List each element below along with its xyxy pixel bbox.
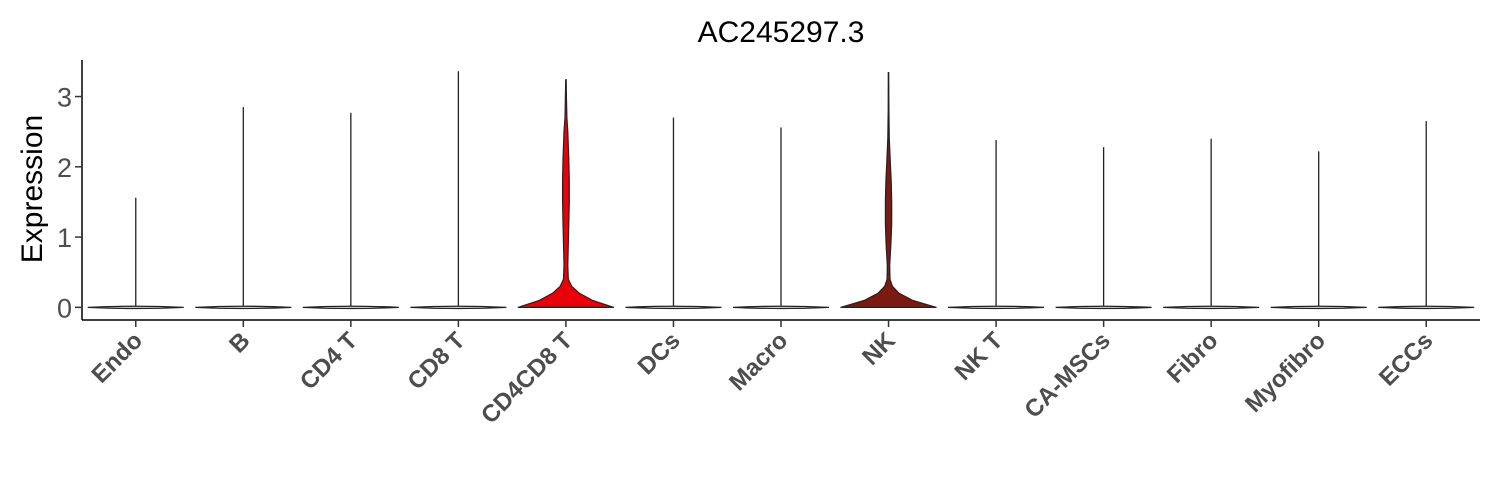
x-tick-label-fibro: Fibro	[1162, 327, 1224, 389]
x-tick-label-macro: Macro	[724, 327, 793, 396]
x-tick-label-endo: Endo	[87, 327, 149, 389]
x-tick-label-cd4cd8-t: CD4CD8 T	[476, 327, 578, 429]
y-tick-label: 2	[57, 153, 72, 183]
violin-fibro	[1163, 305, 1260, 310]
x-tick-label-cd8-t: CD8 T	[403, 327, 471, 395]
violin-nk-t	[948, 305, 1045, 310]
violin-eccs	[1378, 305, 1475, 310]
y-axis-ticks: 0 1 2 3	[57, 83, 82, 323]
x-tick-label-nk-t: NK T	[950, 327, 1009, 386]
violin-cd4-t	[302, 305, 399, 310]
x-tick-label-eccs: ECCs	[1374, 327, 1438, 391]
violin-dcs	[625, 305, 722, 310]
violin-macro	[732, 305, 830, 310]
x-tick-label-nk: NK	[857, 327, 901, 371]
violin-nk	[840, 72, 937, 308]
violin-cd4cd8-t	[517, 79, 615, 308]
x-tick-label-cd4-t: CD4 T	[295, 327, 363, 395]
violin-endo	[87, 305, 184, 310]
x-axis-ticks: Endo B CD4 T CD8 T CD4CD8 T DCs Macro NK NK T CA-…	[87, 320, 1438, 429]
violin-b	[195, 305, 292, 310]
violin-cd8-t	[410, 305, 507, 310]
y-tick-label: 3	[57, 83, 72, 113]
x-tick-label-ca-mscs: CA-MSCs	[1019, 327, 1115, 423]
plot-area	[87, 71, 1475, 310]
y-tick-label: 1	[57, 223, 72, 253]
x-tick-label-dcs: DCs	[633, 327, 686, 380]
chart-title: AC245297.3	[698, 16, 865, 49]
y-axis-label: Expression	[16, 115, 49, 263]
y-tick-label: 0	[57, 293, 72, 323]
x-tick-label-b: B	[224, 327, 255, 358]
violin-myofibro	[1270, 305, 1367, 310]
violin-ca-mscs	[1055, 305, 1152, 310]
x-tick-label-myofibro: Myofibro	[1240, 327, 1331, 418]
